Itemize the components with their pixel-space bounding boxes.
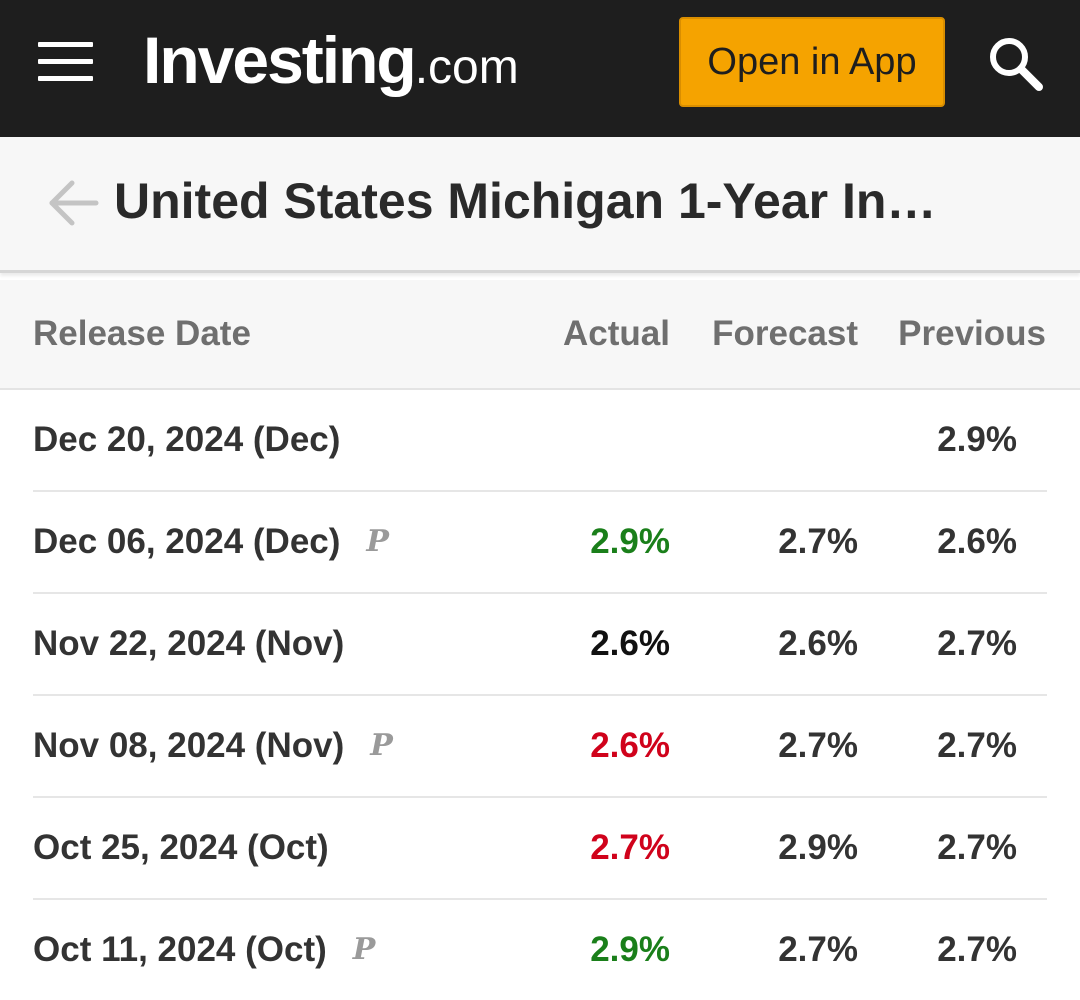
actual-value: 2.7%: [590, 828, 670, 867]
logo-domain-suffix: .com: [414, 41, 519, 94]
open-in-app-button[interactable]: Open in App: [679, 17, 945, 107]
search-icon[interactable]: [985, 33, 1045, 93]
release-date-cell: Dec 20, 2024 (Dec): [33, 390, 340, 490]
investing-logo[interactable]: Investing.com: [143, 20, 519, 100]
menu-line: [38, 76, 93, 81]
page-title: United States Michigan 1-Year In…: [114, 173, 937, 229]
column-header-actual[interactable]: Actual: [563, 314, 670, 353]
forecast-value: 2.7%: [778, 930, 858, 969]
page-title-bar: United States Michigan 1-Year In…: [0, 137, 1080, 273]
top-navigation-bar: Investing.com Open in App: [0, 0, 1080, 137]
column-header-release-date[interactable]: Release Date: [33, 314, 251, 353]
previous-value: 2.6%: [937, 522, 1017, 561]
release-date-text: Dec 20, 2024 (Dec): [33, 420, 341, 459]
column-header-forecast[interactable]: Forecast: [712, 314, 858, 353]
release-date-cell: Oct 11, 2024 (Oct) P: [33, 900, 375, 1000]
release-date-cell: Nov 22, 2024 (Nov): [33, 594, 344, 694]
release-history-table: Dec 20, 2024 (Dec) 2.9% Dec 06, 2024 (Dec)…: [0, 390, 1080, 1000]
column-header-previous[interactable]: Previous: [898, 314, 1046, 353]
actual-value: 2.6%: [590, 624, 670, 663]
logo-wordmark: Investing: [143, 23, 417, 97]
preliminary-icon: P: [370, 728, 393, 763]
table-row[interactable]: Oct 25, 2024 (Oct) 2.7% 2.9% 2.7%: [33, 798, 1047, 900]
table-header: Release Date Actual Forecast Previous: [0, 280, 1080, 390]
forecast-value: 2.7%: [778, 522, 858, 561]
previous-value: 2.7%: [937, 624, 1017, 663]
release-date-text: Oct 11, 2024 (Oct): [33, 930, 327, 969]
table-row[interactable]: Dec 20, 2024 (Dec) 2.9%: [33, 390, 1047, 492]
actual-value: 2.9%: [590, 522, 670, 561]
table-row[interactable]: Dec 06, 2024 (Dec) P 2.9% 2.7% 2.6%: [33, 492, 1047, 594]
release-date-cell: Oct 25, 2024 (Oct): [33, 798, 329, 898]
release-date-text: Nov 08, 2024 (Nov): [33, 726, 345, 765]
menu-line: [38, 59, 93, 64]
previous-value: 2.9%: [937, 420, 1017, 459]
table-row[interactable]: Oct 11, 2024 (Oct) P 2.9% 2.7% 2.7%: [33, 900, 1047, 1000]
release-date-cell: Nov 08, 2024 (Nov) P: [33, 696, 393, 796]
actual-value: 2.6%: [590, 726, 670, 765]
release-date-text: Dec 06, 2024 (Dec): [33, 522, 341, 561]
previous-value: 2.7%: [937, 828, 1017, 867]
forecast-value: 2.9%: [778, 828, 858, 867]
menu-line: [38, 42, 93, 47]
previous-value: 2.7%: [937, 930, 1017, 969]
release-date-text: Nov 22, 2024 (Nov): [33, 624, 345, 663]
arrow-left-icon[interactable]: [44, 175, 100, 231]
forecast-value: 2.7%: [778, 726, 858, 765]
forecast-value: 2.6%: [778, 624, 858, 663]
preliminary-icon: P: [352, 932, 376, 967]
release-date-text: Oct 25, 2024 (Oct): [33, 828, 329, 867]
hamburger-menu-icon[interactable]: [38, 42, 93, 82]
table-row[interactable]: Nov 08, 2024 (Nov) P 2.6% 2.7% 2.7%: [33, 696, 1047, 798]
previous-value: 2.7%: [937, 726, 1017, 765]
release-date-cell: Dec 06, 2024 (Dec) P: [33, 492, 389, 592]
actual-value: 2.9%: [590, 930, 670, 969]
table-row[interactable]: Nov 22, 2024 (Nov) 2.6% 2.6% 2.7%: [33, 594, 1047, 696]
preliminary-icon: P: [366, 524, 389, 559]
